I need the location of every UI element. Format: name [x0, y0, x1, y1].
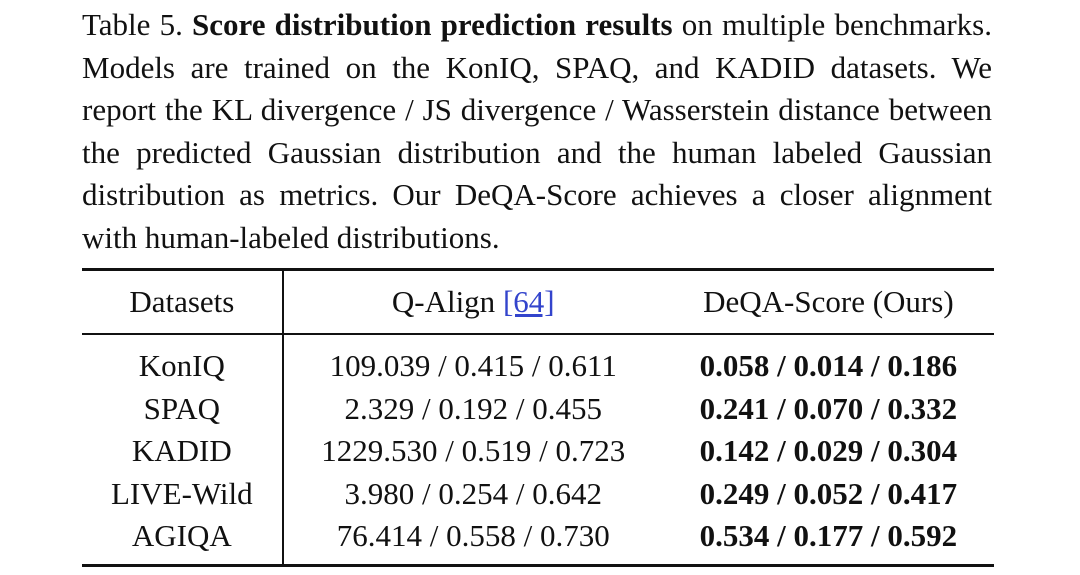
qalign-citation-link[interactable]: [64]	[502, 284, 555, 319]
cell-dataset: KonIQ	[82, 334, 284, 388]
cell-qalign: 3.980 / 0.254 / 0.642	[344, 475, 602, 511]
cell-dataset: AGIQA	[82, 515, 284, 565]
header-deqa-score: DeQA-Score (Ours)	[703, 284, 954, 319]
cell-deqa: 0.249 / 0.052 / 0.417	[699, 475, 958, 511]
cell-qalign: 76.414 / 0.558 / 0.730	[336, 518, 610, 554]
table-caption: Table 5. Score distribution prediction r…	[82, 4, 992, 259]
results-table: Datasets Q-Align [64] DeQA-Score (Ours) …	[82, 268, 994, 567]
cell-dataset: SPAQ	[82, 387, 284, 430]
cell-deqa: 0.142 / 0.029 / 0.304	[699, 433, 958, 469]
cell-deqa: 0.058 / 0.014 / 0.186	[699, 348, 958, 384]
results-table-container: Datasets Q-Align [64] DeQA-Score (Ours) …	[82, 268, 994, 567]
header-qalign: Q-Align [64]	[283, 270, 663, 335]
cell-deqa: 0.534 / 0.177 / 0.592	[699, 518, 958, 554]
table-row: SPAQ 2.329 / 0.192 / 0.455 0.241 / 0.070…	[82, 387, 994, 430]
cell-qalign: 109.039 / 0.415 / 0.611	[329, 348, 617, 384]
caption-text: on multiple benchmarks. Models are train…	[82, 7, 992, 255]
table-row: KADID 1229.530 / 0.519 / 0.723 0.142 / 0…	[82, 430, 994, 473]
caption-bold-title: Score distribution prediction results	[192, 7, 673, 42]
cell-qalign: 1229.530 / 0.519 / 0.723	[321, 433, 626, 469]
cell-qalign: 2.329 / 0.192 / 0.455	[344, 390, 602, 426]
cell-deqa: 0.241 / 0.070 / 0.332	[699, 390, 958, 426]
table-row: AGIQA 76.414 / 0.558 / 0.730 0.534 / 0.1…	[82, 515, 994, 565]
table-header-row: Datasets Q-Align [64] DeQA-Score (Ours)	[82, 269, 994, 335]
header-datasets: Datasets	[82, 269, 284, 334]
table-row: KonIQ 109.039 / 0.415 / 0.611 0.058 / 0.…	[82, 334, 994, 388]
cell-dataset: LIVE-Wild	[82, 472, 284, 515]
table-row: LIVE-Wild 3.980 / 0.254 / 0.642 0.249 / …	[82, 472, 994, 515]
caption-label: Table 5.	[82, 7, 183, 42]
cell-dataset: KADID	[82, 430, 284, 473]
header-qalign-label: Q-Align	[391, 284, 496, 319]
